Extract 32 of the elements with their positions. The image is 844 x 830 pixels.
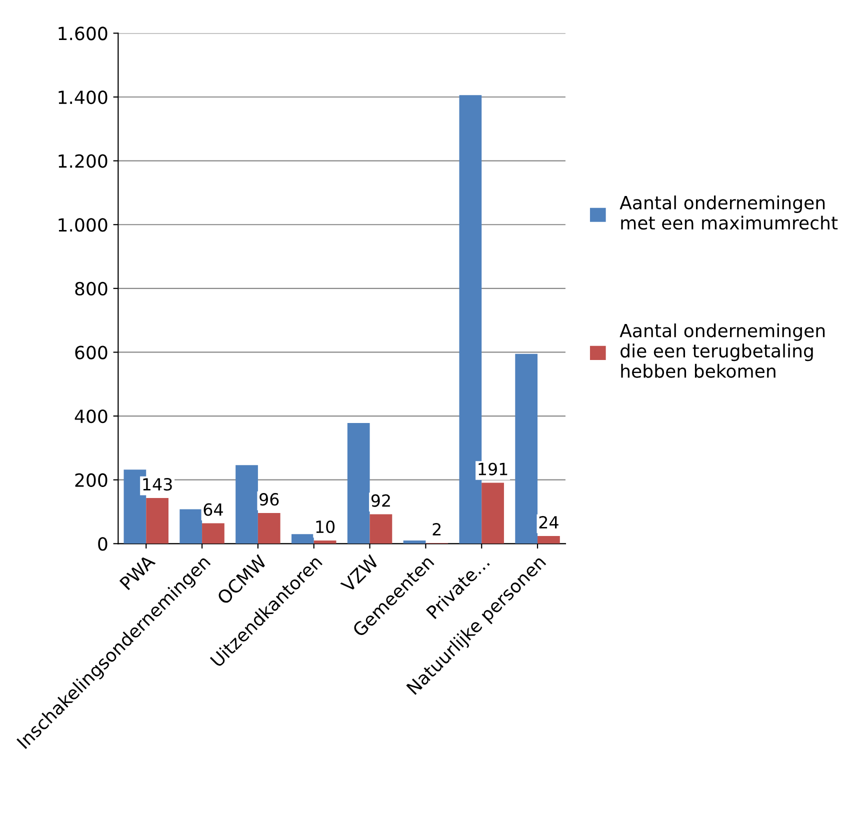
legend-label: Aantal ondernemingen met een maximumrecht: [620, 195, 838, 230]
bar: [515, 354, 538, 544]
bar: [180, 509, 202, 544]
data-label: 24: [539, 516, 558, 528]
bar: [370, 514, 392, 544]
data-label: 96: [260, 493, 279, 506]
y-tick-label: 1.600: [58, 26, 108, 40]
y-tick-label: 0: [98, 537, 108, 551]
data-label: 2: [432, 523, 441, 536]
bar: [146, 498, 168, 544]
data-label: 64: [204, 503, 223, 516]
y-tick-label: 600: [75, 346, 108, 360]
data-label: 143: [143, 478, 172, 491]
y-tick-label: 400: [74, 409, 108, 424]
y-tick-label: 1.400: [58, 90, 108, 104]
data-label: 10: [316, 520, 335, 534]
legend-label: Aantal ondernemingen die een terugbetaling hebben bekomen: [620, 323, 825, 378]
y-tick-label: 200: [75, 473, 108, 487]
bar: [314, 540, 336, 544]
bar: [403, 540, 426, 544]
y-tick-label: 1.000: [58, 218, 108, 232]
y-tick-label: 1.200: [58, 154, 108, 168]
bar: [291, 534, 314, 544]
bar: [538, 536, 560, 544]
bar: [236, 465, 258, 544]
bar: [258, 513, 280, 544]
data-label: 92: [371, 494, 390, 507]
data-label: 191: [478, 462, 508, 476]
bar: [202, 523, 224, 544]
bar: [347, 423, 370, 544]
y-tick-label: 800: [75, 282, 108, 296]
bar: [482, 482, 504, 544]
